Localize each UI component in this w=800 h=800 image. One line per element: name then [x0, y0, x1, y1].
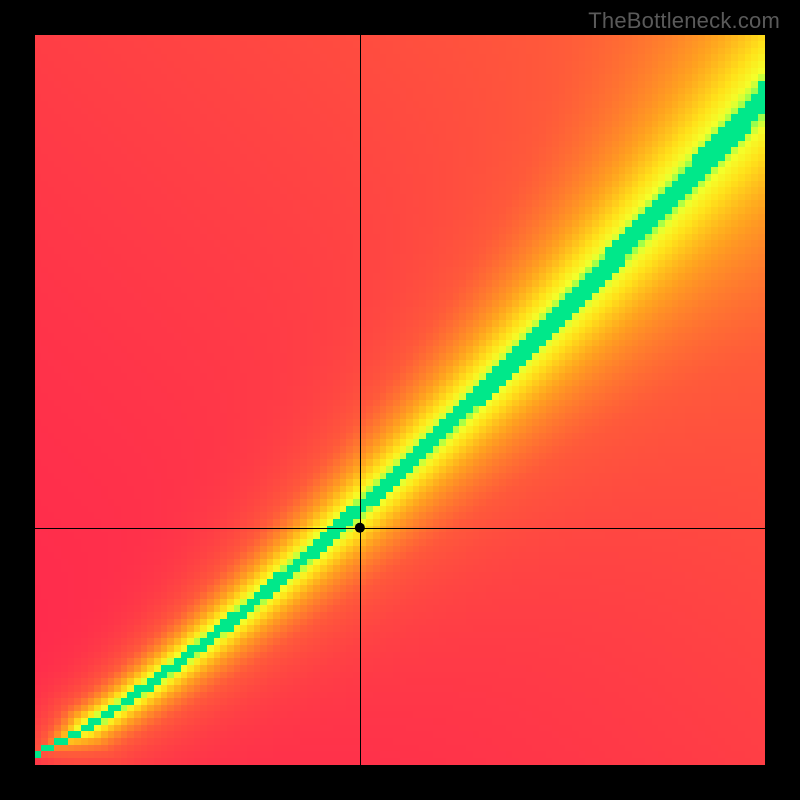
- chart-container: TheBottleneck.com: [0, 0, 800, 800]
- watermark-text: TheBottleneck.com: [588, 8, 780, 34]
- bottleneck-heatmap: [35, 35, 765, 765]
